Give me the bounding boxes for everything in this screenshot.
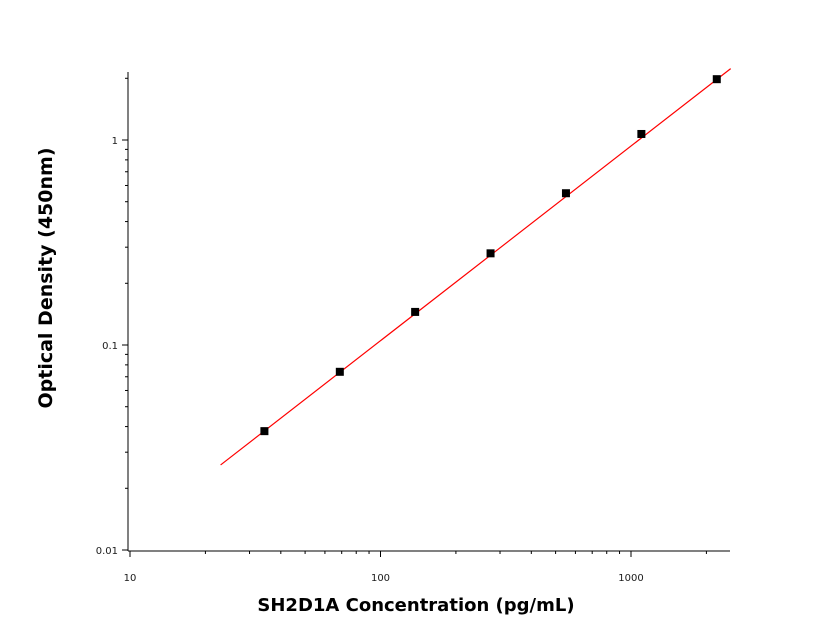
y-tick-label: 0.1 — [102, 341, 118, 352]
x-tick-label: 100 — [371, 573, 390, 584]
data-points — [260, 75, 721, 436]
data-point — [486, 249, 495, 258]
data-point — [712, 75, 721, 84]
x-tick-label: 10 — [124, 573, 137, 584]
y-axis-ticks: 0.01 0.1 1 — [96, 77, 128, 557]
data-point — [335, 367, 344, 376]
data-point — [561, 189, 570, 198]
fit-line — [220, 68, 732, 466]
x-tick-label: 1000 — [618, 573, 643, 584]
x-axis-ticks: 10 100 1000 — [124, 551, 707, 584]
y-axis-title: Optical Density (450nm) — [35, 148, 57, 409]
data-point — [411, 307, 420, 316]
data-point — [260, 427, 269, 436]
y-tick-label: 1 — [112, 136, 118, 147]
x-axis-title: SH2D1A Concentration (pg/mL) — [257, 595, 574, 616]
fit-line-segment — [220, 68, 732, 466]
axes — [127, 72, 730, 552]
data-point — [637, 129, 646, 138]
y-tick-label: 0.01 — [96, 546, 118, 557]
